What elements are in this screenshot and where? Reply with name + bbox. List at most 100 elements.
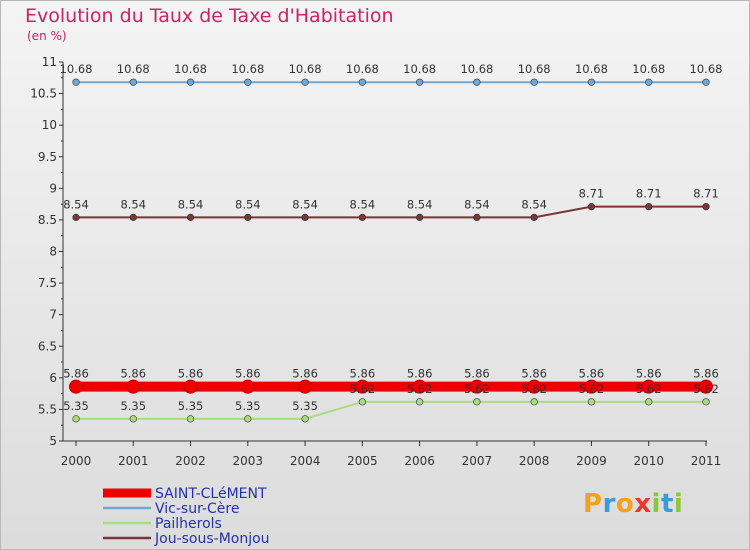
series-line — [76, 400, 706, 420]
y-tick-label: 8 — [49, 245, 57, 259]
data-point — [473, 398, 481, 406]
data-point — [587, 203, 596, 211]
data-label: 8.54 — [407, 197, 433, 211]
data-label: 8.71 — [579, 187, 605, 201]
data-point — [72, 78, 80, 86]
data-point — [587, 78, 596, 86]
data-point — [301, 213, 309, 221]
data-label: 5.62 — [521, 382, 547, 396]
y-tick-label: 6 — [49, 371, 57, 385]
data-point — [473, 78, 481, 86]
y-tick-label: 10 — [42, 118, 57, 132]
data-label: 8.54 — [63, 197, 89, 211]
data-label: 8.54 — [235, 197, 261, 211]
x-tick-label: 2003 — [233, 454, 264, 468]
data-point — [645, 78, 653, 86]
y-tick-label: 9 — [49, 181, 57, 195]
y-tick-label: 5 — [49, 434, 57, 448]
legend-label: SAINT-CLéMENT — [155, 486, 267, 502]
data-point — [358, 398, 366, 406]
data-point — [702, 203, 710, 211]
x-tick-label: 2011 — [691, 454, 722, 468]
data-label: 5.86 — [63, 367, 89, 381]
data-label: 10.68 — [117, 62, 150, 76]
chart-title: Evolution du Taux de Taxe d'Habitation — [25, 5, 394, 27]
data-label: 10.68 — [346, 62, 379, 76]
data-point — [584, 379, 599, 394]
x-tick-label: 2004 — [290, 454, 321, 468]
data-point — [244, 78, 252, 86]
data-label: 10.68 — [632, 62, 665, 76]
data-label: 8.54 — [464, 197, 490, 211]
data-point — [473, 213, 481, 221]
y-tick-label: 8.5 — [38, 213, 57, 227]
data-label: 8.54 — [350, 197, 376, 211]
x-tick-label: 2001 — [118, 454, 149, 468]
data-label: 10.68 — [575, 62, 608, 76]
legend-label: Jou-sous-Monjou — [154, 531, 270, 547]
data-point — [244, 213, 252, 221]
data-point — [699, 379, 713, 394]
x-tick-label: 2007 — [462, 454, 493, 468]
data-label: 5.62 — [636, 382, 662, 396]
data-label: 5.86 — [292, 367, 318, 381]
data-label: 5.86 — [178, 367, 204, 381]
data-point — [129, 78, 137, 86]
y-tick-label: 7.5 — [38, 276, 57, 290]
data-point — [72, 415, 80, 423]
data-label: 5.86 — [350, 367, 376, 381]
data-label: 10.68 — [403, 62, 436, 76]
data-label: 5.35 — [120, 399, 146, 413]
logo-letter: o — [615, 489, 635, 519]
data-point — [244, 415, 252, 423]
data-label: 5.35 — [63, 399, 89, 413]
data-label: 5.62 — [579, 382, 605, 396]
data-label: 8.54 — [292, 197, 318, 211]
data-point — [645, 203, 653, 211]
data-point — [641, 379, 656, 394]
data-label: 10.68 — [231, 62, 264, 76]
data-label: 5.86 — [407, 367, 433, 381]
data-point — [416, 78, 424, 86]
data-label: 8.54 — [521, 197, 547, 211]
data-label: 5.35 — [235, 399, 261, 413]
y-tick-label: 9.5 — [38, 150, 57, 164]
data-label: 10.68 — [60, 62, 93, 76]
data-label: 5.35 — [178, 399, 204, 413]
x-tick-label: 2005 — [347, 454, 378, 468]
y-tick-label: 5.5 — [38, 402, 57, 416]
data-label: 5.86 — [636, 367, 662, 381]
x-tick-label: 2010 — [633, 454, 664, 468]
data-point — [186, 415, 195, 423]
data-label: 5.62 — [693, 382, 719, 396]
data-point — [358, 78, 366, 86]
y-tick-label: 7 — [49, 308, 57, 322]
data-label: 5.86 — [120, 367, 146, 381]
data-label: 5.86 — [235, 367, 261, 381]
logo-letter: i — [673, 489, 684, 519]
data-point — [416, 398, 424, 406]
data-label: 8.71 — [693, 187, 719, 201]
data-label: 10.68 — [518, 62, 551, 76]
data-label: 5.86 — [521, 367, 547, 381]
proxiti-logo: Proxiti — [583, 489, 683, 519]
x-tick-label: 2002 — [175, 454, 206, 468]
data-point — [186, 78, 195, 86]
data-label: 10.68 — [690, 62, 723, 76]
data-point — [129, 415, 137, 423]
data-label: 5.86 — [464, 367, 490, 381]
y-tick-label: 10.5 — [30, 87, 57, 101]
data-label: 8.54 — [120, 197, 146, 211]
data-label: 10.68 — [174, 62, 207, 76]
data-label: 5.62 — [350, 382, 376, 396]
data-label: 8.71 — [636, 187, 662, 201]
x-tick-label: 2008 — [519, 454, 550, 468]
data-point — [530, 78, 538, 86]
y-tick-label: 6.5 — [38, 339, 57, 353]
y-tick-label: 11 — [42, 55, 57, 69]
logo-letter: r — [602, 489, 616, 519]
x-tick-label: 2009 — [576, 454, 607, 468]
data-point — [530, 213, 538, 221]
